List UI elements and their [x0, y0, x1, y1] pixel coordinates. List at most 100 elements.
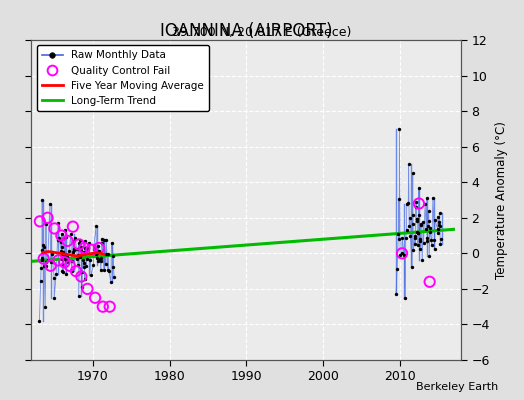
Point	[58, 256, 67, 262]
Point	[75, 236, 84, 243]
Point	[58, 268, 67, 274]
Point	[78, 284, 86, 290]
Point	[83, 286, 92, 292]
Point	[406, 214, 414, 221]
Point	[400, 252, 408, 258]
Point	[430, 236, 439, 243]
Point	[60, 256, 68, 262]
Point	[57, 248, 66, 254]
Point	[87, 246, 95, 253]
Point	[395, 126, 403, 132]
Point	[37, 278, 45, 285]
Point	[412, 216, 421, 222]
Point	[411, 240, 419, 247]
Point	[107, 279, 115, 285]
Point	[417, 222, 425, 228]
Point	[435, 210, 444, 216]
Point	[105, 268, 113, 274]
Point	[422, 195, 431, 202]
Point	[426, 225, 434, 232]
Point	[60, 235, 69, 241]
Point	[40, 243, 48, 250]
Point	[47, 262, 55, 269]
Point	[77, 244, 85, 250]
Point	[59, 269, 68, 276]
Point	[413, 216, 421, 222]
Point	[416, 238, 424, 244]
Point	[81, 245, 89, 251]
Text: 39.700 N, 20.817 E (Greece): 39.700 N, 20.817 E (Greece)	[172, 26, 352, 39]
Point	[48, 251, 56, 257]
Point	[424, 223, 432, 229]
Point	[109, 252, 117, 259]
Point	[97, 258, 106, 264]
Point	[92, 251, 101, 258]
Point	[38, 197, 46, 203]
Point	[42, 263, 50, 269]
Point	[80, 260, 89, 266]
Point	[77, 273, 85, 280]
Point	[46, 200, 54, 207]
Point	[398, 249, 406, 256]
Point	[414, 200, 423, 207]
Point	[86, 257, 94, 263]
Point	[91, 294, 100, 301]
Point	[93, 255, 101, 262]
Point	[392, 291, 400, 298]
Point	[75, 241, 83, 248]
Point	[419, 219, 428, 226]
Point	[81, 245, 90, 252]
Point	[38, 255, 46, 261]
Point	[47, 259, 55, 265]
Point	[412, 218, 421, 224]
Point	[435, 222, 444, 228]
Point	[94, 248, 103, 254]
Point	[38, 242, 47, 248]
Point	[69, 248, 77, 255]
Point	[55, 234, 63, 241]
Point	[59, 261, 67, 268]
Point	[95, 245, 103, 251]
Point	[54, 220, 62, 226]
Point	[61, 252, 69, 259]
Point	[80, 276, 89, 282]
Point	[61, 234, 70, 240]
Point	[76, 254, 84, 260]
Point	[409, 221, 417, 227]
Point	[413, 242, 422, 248]
Point	[96, 256, 104, 262]
Point	[62, 271, 70, 277]
Point	[411, 233, 419, 239]
Point	[102, 260, 110, 267]
Point	[409, 247, 418, 253]
Point	[97, 236, 106, 242]
Point	[93, 258, 102, 265]
Point	[74, 246, 82, 252]
Point	[89, 262, 97, 268]
Point	[83, 246, 91, 252]
Point	[405, 222, 413, 229]
Point	[72, 246, 81, 253]
Point	[66, 262, 74, 269]
Point	[435, 223, 444, 230]
Point	[38, 246, 46, 253]
Point	[62, 257, 70, 263]
Point	[74, 262, 82, 269]
Point	[415, 212, 423, 218]
Point	[61, 226, 70, 233]
Point	[50, 294, 58, 301]
Point	[57, 232, 66, 239]
Point	[401, 294, 410, 301]
Point	[100, 266, 108, 273]
Point	[36, 218, 44, 224]
Point	[429, 195, 437, 201]
Point	[414, 185, 423, 191]
Point	[72, 268, 80, 274]
Point	[417, 221, 425, 228]
Point	[73, 256, 81, 262]
Point	[434, 219, 443, 226]
Point	[59, 249, 68, 255]
Point	[406, 232, 414, 239]
Point	[68, 268, 76, 274]
Point	[78, 269, 86, 275]
